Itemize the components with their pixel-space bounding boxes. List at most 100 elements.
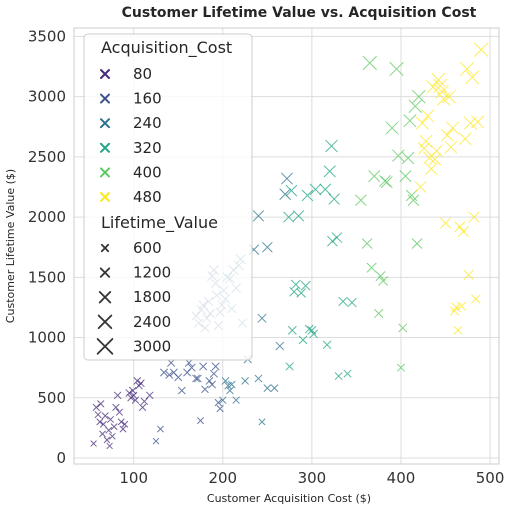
data-point — [187, 363, 196, 372]
data-point-stroke — [298, 335, 308, 345]
data-point-stroke — [285, 184, 298, 197]
data-point — [226, 386, 234, 395]
data-point-stroke — [380, 176, 393, 188]
data-point — [380, 176, 393, 188]
data-point — [121, 420, 129, 428]
data-point-stroke — [97, 400, 105, 408]
data-point-stroke — [433, 78, 448, 93]
data-point-stroke — [121, 420, 129, 428]
data-point — [392, 149, 405, 162]
data-point — [252, 210, 264, 222]
data-point-stroke — [174, 373, 183, 382]
legend-hue-marker — [100, 167, 110, 178]
data-point — [152, 437, 160, 445]
data-point-stroke — [385, 121, 399, 135]
data-point — [411, 238, 423, 249]
data-point-stroke — [458, 226, 469, 237]
data-point-stroke — [140, 397, 148, 405]
data-point-stroke — [216, 405, 224, 413]
data-point — [437, 92, 451, 106]
data-point-stroke — [378, 276, 388, 286]
data-point-stroke — [257, 313, 267, 323]
data-point-stroke — [431, 72, 446, 87]
data-point — [107, 416, 114, 423]
y-tick-label: 3000 — [28, 88, 66, 106]
data-point-stroke — [214, 399, 222, 407]
data-point — [338, 296, 348, 307]
data-point-stroke — [208, 380, 216, 389]
data-point — [414, 181, 427, 193]
legend-size-marker — [98, 290, 112, 304]
data-point — [471, 294, 481, 304]
data-point-stroke — [112, 403, 120, 411]
data-point — [309, 329, 318, 339]
data-point — [322, 340, 332, 349]
data-point-stroke — [219, 396, 227, 404]
data-point — [219, 396, 227, 404]
data-point — [96, 418, 104, 426]
data-point-stroke — [397, 363, 405, 372]
data-point-stroke — [368, 170, 381, 183]
data-point-stroke — [411, 238, 423, 249]
x-tick-label: 200 — [208, 469, 237, 487]
data-point — [100, 420, 107, 428]
data-point — [103, 436, 111, 444]
data-point-stroke — [435, 85, 449, 99]
data-point-stroke — [137, 379, 145, 388]
data-point-stroke — [334, 372, 343, 380]
data-point-stroke — [408, 99, 422, 113]
data-point — [453, 325, 463, 335]
data-point-stroke — [471, 115, 485, 129]
data-point — [112, 403, 120, 411]
data-point-stroke — [130, 391, 138, 399]
data-point-stroke — [275, 341, 284, 351]
data-point — [281, 172, 293, 185]
data-point-stroke — [106, 442, 113, 450]
data-point — [208, 380, 216, 389]
data-point-stroke — [226, 386, 234, 395]
data-point — [109, 433, 116, 440]
data-point-stroke — [221, 377, 230, 385]
legend-hue-marker — [100, 69, 110, 79]
data-point-stroke — [309, 183, 322, 196]
legend-hue-label: 400 — [133, 163, 162, 181]
data-point — [216, 405, 224, 413]
data-point-stroke — [463, 270, 474, 280]
data-point — [270, 384, 279, 392]
legend-hue-marker — [100, 93, 110, 104]
data-point-stroke — [319, 183, 332, 196]
data-point — [463, 270, 474, 280]
legend-hue-marker-stroke — [100, 118, 110, 129]
data-point — [399, 170, 412, 183]
data-point-stroke — [307, 325, 317, 335]
data-point — [94, 411, 102, 419]
data-point-stroke — [446, 121, 460, 135]
data-point-stroke — [205, 377, 214, 385]
data-point-stroke — [263, 384, 272, 392]
data-point — [110, 423, 118, 430]
data-point — [160, 368, 168, 377]
data-point — [130, 391, 138, 399]
data-point-stroke — [473, 42, 489, 57]
data-point-stroke — [398, 323, 408, 333]
data-point-stroke — [402, 152, 415, 165]
data-point-stroke — [210, 369, 218, 378]
legend-box — [83, 33, 253, 361]
data-point — [454, 221, 466, 233]
data-point-stroke — [114, 391, 122, 399]
data-point-stroke — [157, 425, 164, 433]
tick-labels: 100 200 300 400 500 0 500 1000 1500 2000 2500 3000 3… — [28, 27, 505, 487]
data-point — [97, 400, 105, 408]
data-point — [323, 165, 336, 178]
data-point-stroke — [281, 172, 293, 185]
data-point-stroke — [442, 89, 456, 104]
data-point-stroke — [211, 362, 220, 371]
data-point — [471, 115, 485, 129]
data-point — [425, 162, 438, 175]
legend-hue-marker-stroke — [100, 142, 110, 153]
legend-size-marker-stroke — [99, 267, 111, 278]
data-point-stroke — [430, 144, 443, 158]
data-point-stroke — [293, 210, 305, 222]
data-point-stroke — [459, 61, 474, 76]
legend-hue-label: 480 — [133, 188, 162, 206]
